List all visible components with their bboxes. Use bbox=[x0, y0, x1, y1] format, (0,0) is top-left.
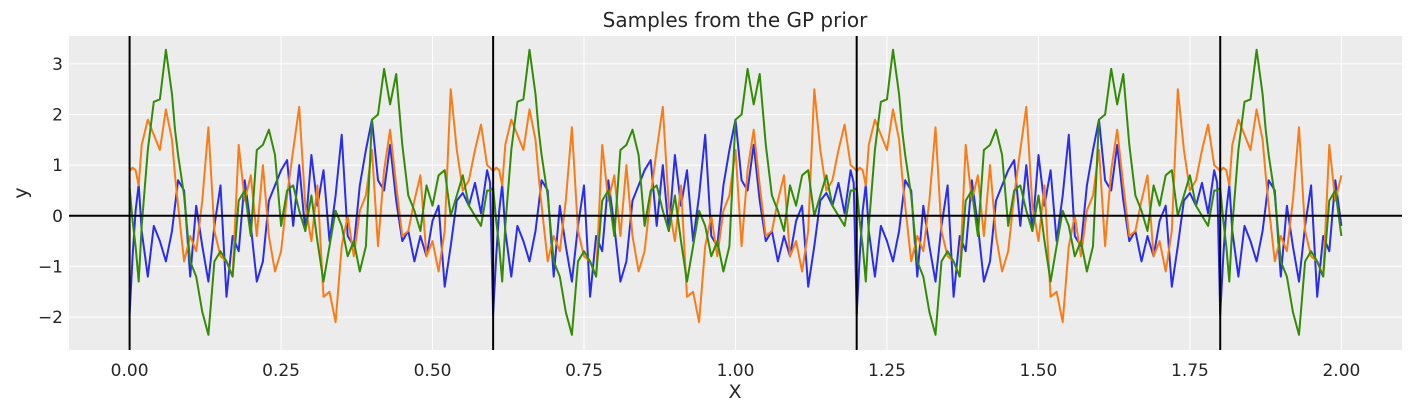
reference-lines bbox=[69, 36, 1402, 350]
sample-line-3 bbox=[128, 48, 1343, 336]
x-tick-label: 0.75 bbox=[565, 361, 603, 381]
y-tick-label: −2 bbox=[38, 308, 63, 328]
x-tick-label: 2.00 bbox=[1322, 361, 1360, 381]
x-tick-label: 0.25 bbox=[262, 361, 300, 381]
y-tick-label: 3 bbox=[52, 55, 63, 75]
x-tick-labels: 0.00 0.25 0.50 0.75 1.00 1.25 1.50 1.75 2.00 bbox=[111, 361, 1361, 381]
x-tick-label: 0.00 bbox=[111, 361, 149, 381]
y-tick-label: 2 bbox=[52, 106, 63, 126]
chart-title: Samples from the GP prior bbox=[603, 8, 868, 32]
y-tick-label: −1 bbox=[38, 257, 63, 277]
x-tick-label: 0.50 bbox=[414, 361, 452, 381]
x-tick-label: 1.00 bbox=[717, 361, 755, 381]
x-axis-label: X bbox=[728, 381, 741, 403]
sample-line-1 bbox=[128, 118, 1343, 316]
grid-lines bbox=[69, 36, 1402, 350]
y-axis-label: y bbox=[10, 187, 32, 198]
series-layer bbox=[128, 48, 1343, 336]
x-tick-label: 1.25 bbox=[868, 361, 906, 381]
x-tick-label: 1.75 bbox=[1171, 361, 1209, 381]
sample-line-2 bbox=[128, 88, 1343, 324]
y-tick-label: 1 bbox=[52, 156, 63, 176]
x-tick-label: 1.50 bbox=[1020, 361, 1058, 381]
y-tick-label: 0 bbox=[52, 207, 63, 227]
y-tick-labels: −2 −1 0 1 2 3 bbox=[38, 55, 63, 328]
